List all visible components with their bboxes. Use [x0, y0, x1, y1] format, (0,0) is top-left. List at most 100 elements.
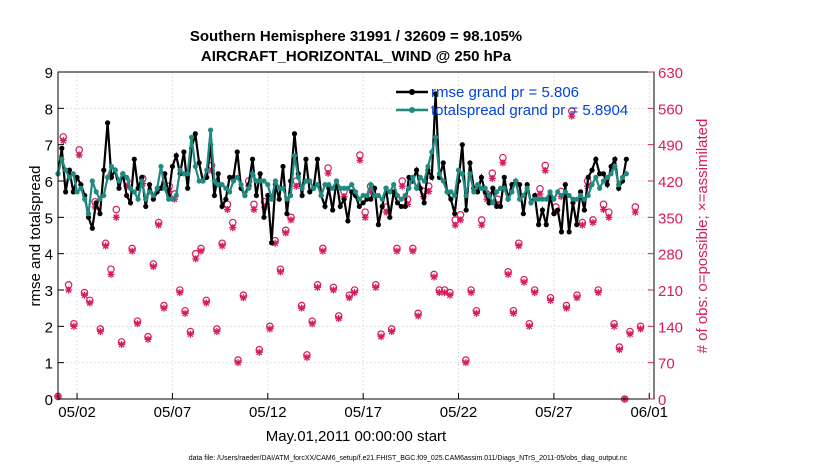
spread-point: [66, 174, 73, 180]
rmse-point: [314, 156, 320, 162]
spread-point: [158, 163, 164, 170]
assimilated-point: [568, 112, 576, 120]
spread-point: [570, 196, 576, 202]
rmse-point: [284, 211, 290, 217]
rmse-point: [402, 203, 408, 210]
y-tick-label: 3: [45, 283, 53, 300]
y2-axis-label: # of obs: o=possible; ×=assimilated: [694, 119, 711, 354]
rmse-point: [349, 189, 355, 195]
rmse-point: [387, 214, 393, 220]
assimilated-point: [430, 273, 438, 281]
spread-point: [494, 189, 500, 195]
spread-point: [410, 174, 416, 180]
assimilated-point: [446, 291, 454, 299]
rmse-point: [104, 120, 111, 126]
assimilated-point: [197, 247, 205, 255]
assimilated-point: [255, 348, 263, 356]
spread-point: [257, 178, 263, 184]
spread-point: [612, 163, 618, 170]
spread-point: [223, 185, 229, 191]
assimilated-point: [366, 187, 374, 195]
rmse-point: [219, 203, 225, 210]
spread-point: [192, 163, 198, 170]
spread-point: [459, 171, 465, 177]
spread-point: [619, 174, 626, 180]
spread-point: [169, 196, 176, 202]
rmse-point: [85, 214, 92, 220]
assimilated-point: [123, 182, 131, 190]
rmse-point: [623, 156, 629, 162]
rmse-point: [116, 185, 122, 191]
rmse-point: [608, 163, 614, 170]
rmse-point: [97, 211, 103, 217]
spread-point: [562, 189, 568, 195]
assimilated-point: [102, 242, 110, 250]
spread-point: [383, 185, 389, 191]
assimilated-point: [573, 294, 581, 302]
spread-point: [227, 189, 233, 195]
assimilated-point: [637, 325, 645, 333]
spread-point: [97, 196, 103, 202]
spread-point: [455, 167, 462, 173]
spread-point: [333, 178, 340, 184]
rmse-point: [360, 200, 366, 206]
spread-point: [177, 167, 183, 173]
rmse-point: [158, 185, 164, 191]
spread-point: [608, 171, 614, 177]
spread-point: [299, 185, 305, 191]
spread-point: [379, 196, 385, 202]
spread-point: [146, 189, 153, 195]
spread-point: [74, 189, 80, 195]
spread-point: [295, 174, 301, 180]
legend-spread-marker: [409, 107, 415, 113]
assimilated-point: [520, 278, 528, 286]
rmse-point: [543, 222, 549, 228]
assimilated-point: [239, 294, 247, 302]
spread-point: [356, 196, 362, 202]
y2-tick-label: 420: [658, 174, 683, 191]
assimilated-point: [345, 294, 353, 302]
spread-point: [600, 178, 607, 184]
spread-point: [581, 196, 587, 202]
spread-point: [577, 192, 584, 199]
assimilated-point: [287, 216, 295, 224]
spread-point: [219, 182, 225, 188]
spread-point: [135, 196, 141, 202]
spread-point: [505, 196, 511, 202]
assimilated-point: [499, 159, 507, 167]
rmse-point: [196, 160, 202, 166]
rmse-point: [570, 200, 576, 206]
rmse-point: [558, 229, 565, 235]
rmse-point: [421, 200, 427, 206]
rmse-point: [169, 163, 176, 170]
assimilated-point: [107, 270, 115, 278]
rmse-point: [269, 240, 275, 246]
right-axis: 0 70 140 210 280 350 420 490 560 630: [648, 65, 683, 409]
assimilated-point: [59, 137, 67, 145]
rmse-point: [131, 156, 137, 162]
spread-point: [345, 185, 351, 191]
rmse-point: [616, 185, 622, 191]
rmse-point: [398, 203, 404, 210]
assimilated-point: [80, 291, 88, 299]
assimilated-point: [414, 312, 422, 320]
assimilated-point: [578, 221, 586, 229]
spread-point: [421, 178, 427, 184]
spread-point: [246, 185, 252, 191]
assimilated-point: [451, 221, 459, 229]
rmse-point: [593, 156, 599, 162]
y2-tick-label: 140: [658, 319, 683, 336]
assimilated-point: [181, 309, 189, 317]
spread-point: [234, 174, 240, 180]
rmse-point: [261, 214, 267, 220]
spread-point: [143, 196, 149, 202]
spread-point: [150, 192, 156, 199]
rmse-point: [345, 218, 351, 224]
x-tick-label: 05/02: [58, 404, 96, 421]
rmse-point: [146, 182, 153, 188]
spread-point: [188, 134, 195, 140]
spread-point: [444, 189, 450, 195]
rmse-point: [417, 185, 423, 191]
spread-point: [524, 185, 530, 191]
